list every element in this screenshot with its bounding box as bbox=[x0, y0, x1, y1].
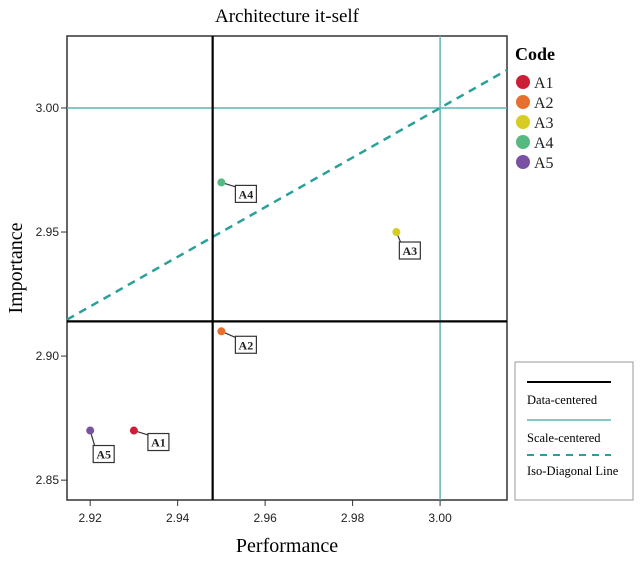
point-marker bbox=[392, 228, 401, 237]
legend-marker bbox=[516, 155, 530, 169]
legend-item-a5: A5 bbox=[516, 155, 554, 172]
data-point-a5: A5 bbox=[86, 426, 115, 464]
data-point-a3: A3 bbox=[392, 228, 421, 260]
point-label-box bbox=[147, 432, 170, 452]
legend-label: A2 bbox=[534, 95, 554, 112]
legend-item-a1: A1 bbox=[516, 75, 554, 92]
point-marker bbox=[217, 327, 226, 336]
point-label-box bbox=[234, 184, 257, 203]
legend-label: A1 bbox=[534, 75, 554, 92]
x-axis-label: Performance bbox=[236, 535, 338, 557]
legend-iso-diagonal-label: Iso-Diagonal Line bbox=[527, 464, 619, 478]
data-point-a1: A1 bbox=[129, 426, 170, 452]
legend-title: Code bbox=[515, 44, 555, 64]
reference-legend-box bbox=[514, 361, 634, 501]
chart-title: Architecture it-self bbox=[215, 6, 360, 27]
legend-item-a3: A3 bbox=[516, 115, 554, 132]
point-label: A2 bbox=[239, 338, 254, 352]
reference-lines-legend: Data-centered Scale-centered Iso-Diagona… bbox=[514, 361, 634, 501]
legend-label: A3 bbox=[534, 115, 554, 132]
point-label-box bbox=[234, 335, 257, 354]
point-label: A1 bbox=[151, 436, 166, 450]
point-marker bbox=[129, 426, 138, 435]
legend-label: A4 bbox=[534, 135, 554, 152]
data-point-a4: A4 bbox=[217, 178, 257, 203]
point-label-box bbox=[398, 241, 421, 260]
x-tick-label: 2.94 bbox=[166, 511, 190, 525]
point-marker bbox=[217, 178, 226, 187]
y-tick-label: 2.90 bbox=[36, 349, 60, 363]
plot-area bbox=[66, 35, 508, 501]
point-label-box bbox=[92, 444, 115, 464]
legend-marker bbox=[516, 75, 530, 89]
y-axis-label: Importance bbox=[5, 222, 27, 313]
point-label: A4 bbox=[239, 187, 254, 201]
legend-item-a4: A4 bbox=[516, 135, 554, 152]
x-tick-label: 3.00 bbox=[428, 511, 452, 525]
x-tick-label: 2.98 bbox=[341, 511, 365, 525]
legend-marker bbox=[516, 135, 530, 149]
y-tick-label: 3.00 bbox=[36, 101, 60, 115]
legend-marker bbox=[516, 115, 530, 129]
legend-data-centered-label: Data-centered bbox=[527, 393, 598, 407]
x-tick-label: 2.92 bbox=[79, 511, 103, 525]
data-point-a2: A2 bbox=[217, 327, 257, 354]
y-tick-label: 2.95 bbox=[36, 225, 60, 239]
y-tick-label: 2.85 bbox=[36, 473, 60, 487]
legend-scale-centered-label: Scale-centered bbox=[527, 431, 601, 445]
point-label: A3 bbox=[403, 244, 418, 258]
point-marker bbox=[86, 426, 95, 435]
legend-item-a2: A2 bbox=[516, 95, 554, 112]
legend-label: A5 bbox=[534, 155, 554, 172]
x-tick-label: 2.96 bbox=[253, 511, 277, 525]
iso-diagonal-line bbox=[66, 68, 508, 321]
legend-marker bbox=[516, 95, 530, 109]
point-label: A5 bbox=[96, 448, 111, 462]
